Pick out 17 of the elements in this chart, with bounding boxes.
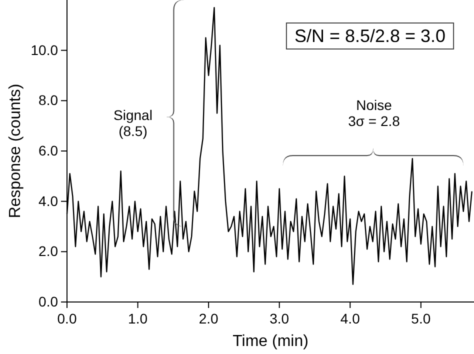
y-tick-label: 4.0 <box>38 192 58 209</box>
x-tick-label: 3.0 <box>270 310 290 327</box>
x-tick-label: 0.0 <box>57 310 77 327</box>
annotation: S/N = 8.5/2.8 = 3.0 <box>294 26 446 46</box>
x-axis-title: Time (min) <box>232 333 308 350</box>
y-axis-title: Response (counts) <box>7 84 24 218</box>
y-tick-label: 8.0 <box>38 92 58 108</box>
y-tick-label: 0.0 <box>38 293 58 310</box>
annotation: Signal (8.5) <box>114 107 152 140</box>
y-tick-label: 6.0 <box>38 142 58 158</box>
x-tick-label: 2.0 <box>198 310 219 327</box>
y-tick-label: 10.0 <box>30 42 58 58</box>
x-tick-label: 5.0 <box>411 310 431 327</box>
x-tick-label: 1.0 <box>128 310 148 327</box>
y-tick-label: 2.0 <box>38 243 58 260</box>
x-tick-label: 4.0 <box>340 310 360 327</box>
annotation: Noise 3σ = 2.8 <box>348 97 400 130</box>
